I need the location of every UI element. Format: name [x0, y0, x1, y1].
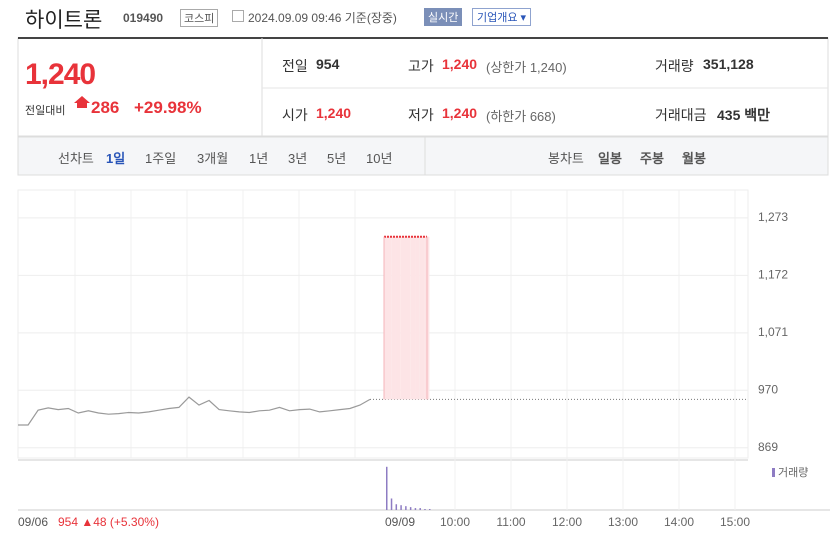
price-area	[395, 236, 401, 400]
field-note: (하한가 668)	[486, 109, 556, 124]
stock-code: 019490	[123, 11, 164, 25]
company-button[interactable]: 기업개요 ▾	[472, 8, 532, 26]
field-label: 거래대금	[655, 107, 707, 123]
volume-bar	[409, 507, 412, 510]
field-value: 1,240	[316, 105, 352, 121]
x-tick-label: 12:00	[552, 515, 582, 529]
x-tick-label: 15:00	[720, 515, 750, 529]
company-label[interactable]: 기업개요	[477, 12, 518, 24]
line-chart-label: 선차트	[58, 151, 94, 166]
field-note: (상한가 1,240)	[486, 60, 567, 75]
field-label: 시가	[282, 107, 308, 123]
change: 286	[91, 98, 120, 117]
volume-bar	[414, 508, 417, 510]
range-tab[interactable]: 1년	[249, 151, 269, 166]
volume-bar	[386, 466, 388, 510]
range-tab[interactable]: 3년	[288, 151, 308, 166]
candle-tab[interactable]: 일봉	[598, 151, 622, 166]
market-badge: 코스피	[180, 9, 219, 27]
prev-grid	[74, 190, 356, 458]
field-value: 1,240	[442, 56, 478, 72]
volume-bar	[419, 508, 421, 510]
price-area	[391, 236, 396, 400]
x-tick-label: 11:00	[496, 515, 525, 529]
field-value: 351,128	[703, 56, 754, 72]
y-tick-label: 1,172	[758, 268, 788, 282]
range-tab[interactable]: 1일	[106, 151, 126, 166]
timestamp: 2024.09.09 09:46 기준(장중)	[248, 11, 397, 25]
y-tick-label: 1,273	[758, 210, 788, 224]
prev-date: 09/06	[18, 515, 49, 529]
field-value: 435 백만	[717, 107, 771, 123]
y-tick-label: 869	[758, 440, 778, 454]
range-tab[interactable]: 5년	[327, 151, 347, 166]
field-value: 1,240	[442, 105, 478, 121]
range-tab[interactable]: 3개월	[197, 151, 229, 166]
price-area	[386, 236, 392, 400]
today-date: 09/09	[385, 515, 416, 529]
field-label: 고가	[408, 58, 434, 74]
candle-tab[interactable]: 주봉	[640, 151, 664, 166]
volume-bar	[395, 504, 398, 510]
price-area	[415, 236, 420, 400]
y-tick-label: 970	[758, 382, 778, 396]
field-value: 954	[316, 56, 340, 72]
x-tick-label: 14:00	[664, 515, 694, 529]
range-tab[interactable]: 1주일	[145, 151, 177, 166]
price-area	[419, 236, 425, 400]
volume-legend: 거래량	[778, 466, 808, 479]
field-label: 전일	[282, 58, 308, 74]
y-tick-label: 1,071	[758, 325, 788, 339]
change-pct: +29.98%	[134, 98, 202, 117]
volume-bar	[429, 509, 431, 510]
price: 1,240	[25, 58, 96, 91]
price-area	[405, 236, 411, 400]
volume-bar	[405, 506, 407, 510]
candle-chart-label: 봉차트	[548, 151, 584, 166]
volume-bar	[424, 509, 426, 510]
plot-frame	[17, 189, 749, 459]
volume-legend-swatch	[772, 468, 775, 477]
field-label: 거래량	[655, 58, 694, 74]
range-tab[interactable]: 10년	[366, 151, 393, 166]
tab-bar	[17, 136, 829, 176]
volume-bar	[400, 505, 402, 510]
x-tick-label: 10:00	[440, 515, 470, 529]
field-label: 저가	[408, 107, 434, 123]
prev-summary: 954 ▲48 (+5.30%)	[58, 515, 159, 529]
price-line	[18, 396, 371, 426]
realtime-badge[interactable]: 실시간	[424, 8, 463, 26]
up-arrow	[74, 96, 90, 108]
x-tick-label: 13:00	[608, 515, 638, 529]
volume-bar	[390, 498, 393, 510]
price-area	[410, 236, 416, 400]
candle-tab[interactable]: 월봉	[682, 151, 706, 166]
change-label: 전일대비	[25, 105, 66, 117]
price-area	[400, 236, 406, 400]
calendar-icon	[232, 10, 244, 22]
stock-name: 하이트론	[25, 9, 103, 32]
